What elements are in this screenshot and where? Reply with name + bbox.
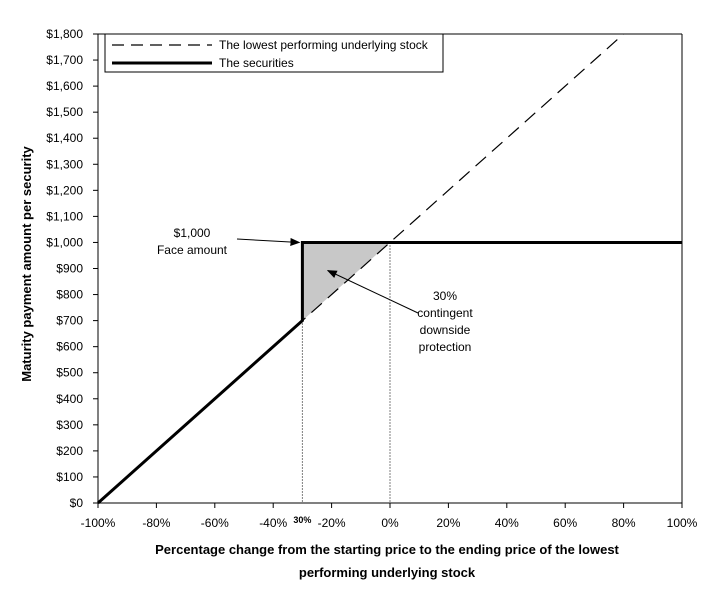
annotation-face-amount: $1,000 Face amount [157, 226, 301, 257]
x-tick-label: -60% [201, 516, 229, 530]
y-tick-label: $1,100 [46, 209, 83, 223]
x-tick-label: 100% [667, 516, 698, 530]
y-tick-label: $800 [56, 288, 83, 302]
series-line-securities [97, 240, 682, 505]
x-axis-title-line-1: Percentage change from the starting pric… [155, 542, 619, 557]
annotation-protection-arrow [326, 270, 419, 314]
y-tick-label: $1,200 [46, 183, 83, 197]
y-tick-label: $700 [56, 314, 83, 328]
legend-label-securities: The securities [219, 56, 294, 70]
legend-box [104, 33, 444, 73]
annotation-face-arrow [236, 237, 301, 246]
annotation-protection-line-3: downside [420, 323, 471, 337]
x-axis-title-line-2: performing underlying stock [299, 565, 476, 580]
y-tick-label: $1,300 [46, 157, 83, 171]
y-tick-label: $300 [56, 418, 83, 432]
x-ticks-group: -100% -80% -60% -40% -20% 0% 20% 40% 60% 80% 100% [81, 503, 698, 530]
y-tick-label: $200 [56, 444, 83, 458]
x-tick-label: 60% [553, 516, 577, 530]
shaded-protection-region [302, 242, 390, 321]
y-tick-label: $1,400 [46, 131, 83, 145]
x-tick-label: -80% [142, 516, 170, 530]
y-ticks-group: $0 $100 $200 $300 $400 $500 $600 $700 $800 $900 $1… [46, 27, 98, 510]
series-group [97, 33, 682, 505]
shaded-region-group [302, 242, 390, 321]
x-tick-label: 0% [381, 516, 399, 530]
y-tick-label: $1,500 [46, 105, 83, 119]
annotation-protection: 30% contingent downside protection [326, 270, 473, 354]
y-tick-label: $400 [56, 392, 83, 406]
annotation-protection-line-4: protection [419, 340, 472, 354]
y-tick-label: $1,800 [46, 27, 83, 41]
y-tick-label: $1,000 [46, 235, 83, 249]
annotation-face-line-1: $1,000 [174, 226, 211, 240]
y-tick-label: $500 [56, 366, 83, 380]
y-tick-label: $600 [56, 340, 83, 354]
x-tick-label: 80% [612, 516, 636, 530]
x-tick-label: -40% [259, 516, 287, 530]
marker-label-30pct: 30% [293, 515, 311, 525]
y-axis-title: Maturity payment amount per security [19, 145, 34, 381]
legend: The lowest performing underlying stock T… [104, 33, 444, 73]
y-tick-label: $1,600 [46, 79, 83, 93]
annotation-protection-line-2: contingent [417, 306, 473, 320]
annotation-face-line-2: Face amount [157, 243, 228, 257]
y-tick-label: $100 [56, 470, 83, 484]
x-tick-label: 40% [495, 516, 519, 530]
x-tick-label: 20% [436, 516, 460, 530]
y-tick-label: $1,700 [46, 53, 83, 67]
annotation-protection-line-1: 30% [433, 289, 457, 303]
legend-label-underlying: The lowest performing underlying stock [219, 38, 429, 52]
x-tick-label: -100% [81, 516, 116, 530]
y-tick-label: $900 [56, 262, 83, 276]
y-tick-label: $0 [70, 496, 84, 510]
x-tick-label: -20% [318, 516, 346, 530]
